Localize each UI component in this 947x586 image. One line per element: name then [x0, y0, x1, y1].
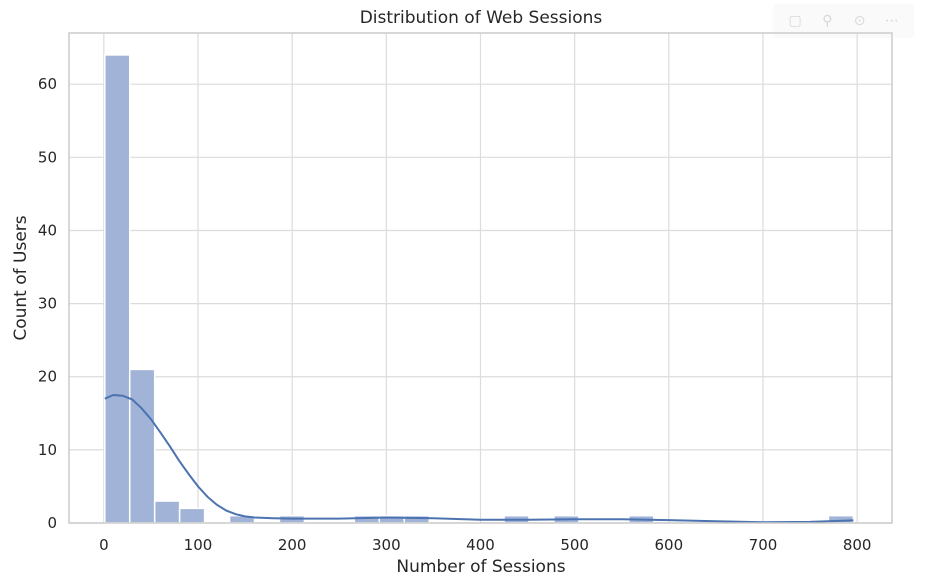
bars — [104, 54, 855, 524]
y-tick-label: 0 — [47, 514, 57, 532]
history-icon[interactable]: ⊙ — [853, 13, 866, 29]
y-tick-label: 60 — [38, 75, 57, 93]
histogram-bar — [104, 54, 131, 524]
comment-icon[interactable]: ▢ — [788, 13, 802, 29]
x-tick-label: 400 — [466, 536, 495, 554]
x-tick-label: 0 — [99, 536, 109, 554]
grid — [69, 33, 892, 524]
plot-frame — [68, 32, 893, 524]
histogram-bar — [128, 368, 156, 524]
x-tick-label: 600 — [655, 536, 684, 554]
kde-curve — [104, 393, 854, 524]
x-tick-label: 300 — [372, 536, 401, 554]
y-tick-label: 20 — [38, 368, 57, 386]
chart-title: Distribution of Web Sessions — [360, 8, 603, 28]
histogram-bar — [403, 514, 430, 524]
x-tick-label: 700 — [749, 536, 778, 554]
x-tick-label: 800 — [843, 536, 872, 554]
y-tick-label: 40 — [38, 221, 57, 239]
x-tick-label: 100 — [184, 536, 213, 554]
y-tick-label: 50 — [38, 148, 57, 166]
more-icon[interactable]: ⋯ — [884, 13, 899, 29]
y-axis-title: Count of Users — [11, 215, 31, 340]
histogram-bar — [153, 500, 181, 524]
x-tick-label: 500 — [560, 536, 589, 554]
histogram-bar — [178, 507, 206, 524]
x-axis-title: Number of Sessions — [396, 557, 565, 577]
tick-labels: 0 100 200 300 400 500 600 700 800 0 10 20 30 40 50 60 — [38, 75, 872, 554]
person-icon[interactable]: ⚲ — [822, 13, 833, 29]
y-tick-label: 10 — [38, 441, 57, 459]
y-tick-label: 30 — [38, 295, 57, 313]
x-tick-label: 200 — [278, 536, 307, 554]
